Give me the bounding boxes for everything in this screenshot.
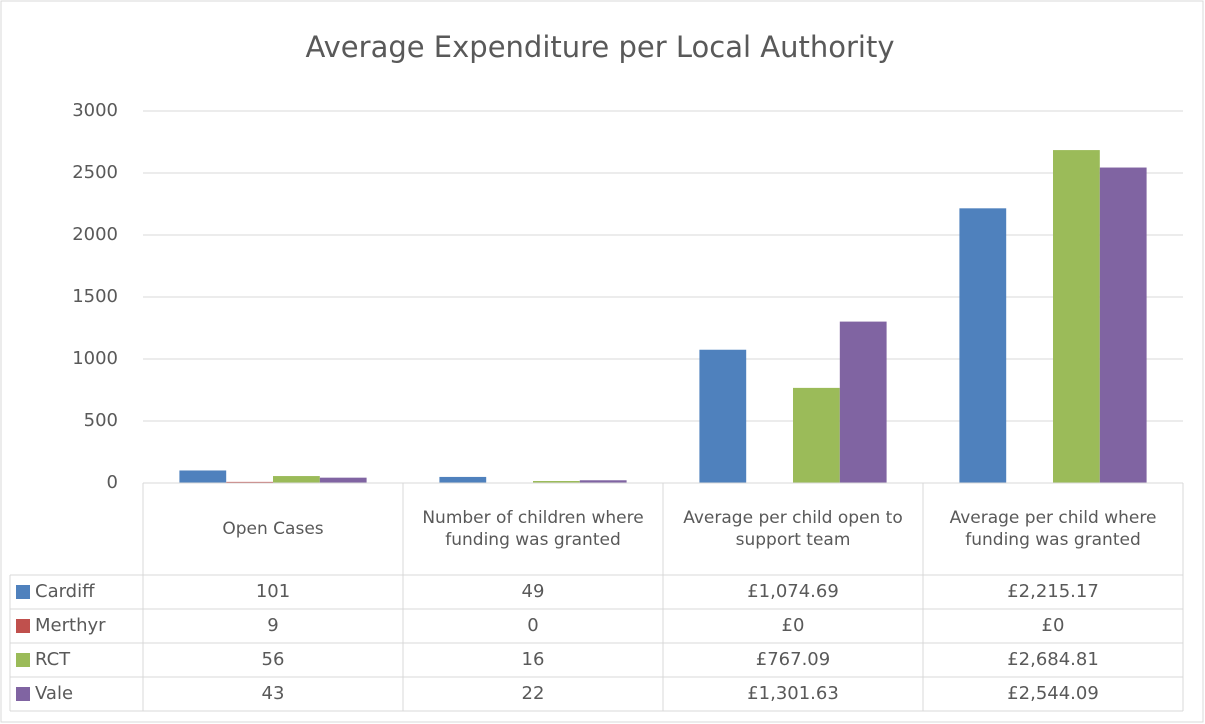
legend-label: Cardiff — [35, 581, 95, 602]
y-tick-label: 2000 — [72, 224, 118, 245]
legend-label: Vale — [35, 683, 73, 704]
table-value: £0 — [782, 615, 805, 636]
y-tick-label: 1500 — [72, 286, 118, 307]
x-tick-label: Number of children where funding was gra… — [422, 507, 644, 550]
bar — [273, 476, 320, 483]
y-tick-label: 0 — [107, 472, 118, 493]
bar — [1099, 167, 1147, 483]
table-value: 16 — [522, 649, 545, 670]
table-value: 49 — [522, 581, 545, 602]
table-value: £0 — [1042, 615, 1065, 636]
x-tick-label: Average per child open to support team — [683, 507, 903, 550]
y-tick-label: 2500 — [72, 162, 118, 183]
legend-label: Merthyr — [35, 615, 106, 636]
bar — [533, 481, 580, 483]
y-tick-label: 1000 — [72, 348, 118, 369]
table-value: 22 — [522, 683, 545, 704]
table-value: 0 — [527, 615, 538, 636]
table-value: £1,074.69 — [747, 581, 839, 602]
table-value: £767.09 — [756, 649, 830, 670]
bar — [793, 387, 840, 483]
x-tick-label-box: Average per child where funding was gran… — [949, 507, 1157, 550]
bar — [319, 477, 367, 483]
table-value: £2,215.17 — [1007, 581, 1099, 602]
table-value: 43 — [262, 683, 285, 704]
bar — [699, 349, 747, 483]
x-tick-label-box: Number of children where funding was gra… — [422, 507, 644, 550]
y-tick-label: 3000 — [72, 100, 118, 121]
table-value: £1,301.63 — [747, 683, 839, 704]
bar — [579, 480, 627, 483]
table-value: 101 — [256, 581, 290, 602]
table-value: £2,544.09 — [1007, 683, 1099, 704]
y-tick-label: 500 — [84, 410, 118, 431]
legend-key — [16, 619, 30, 633]
bar — [1053, 150, 1100, 483]
table-value: 56 — [262, 649, 285, 670]
legend-key — [16, 653, 30, 667]
x-tick-label-box: Average per child open to support team — [683, 507, 903, 550]
x-tick-label-box: Open Cases — [222, 518, 324, 539]
chart-title: Average Expenditure per Local Authority — [306, 30, 895, 64]
table-value: £2,684.81 — [1007, 649, 1099, 670]
bar — [839, 321, 887, 483]
x-tick-label: Average per child where funding was gran… — [949, 507, 1157, 550]
x-tick-label: Open Cases — [222, 518, 324, 539]
legend-label: RCT — [35, 649, 71, 670]
bar — [179, 470, 227, 483]
bar — [439, 476, 487, 483]
legend-key — [16, 687, 30, 701]
bar — [959, 208, 1007, 484]
legend-key — [16, 585, 30, 599]
table-value: 9 — [267, 615, 278, 636]
bar — [226, 481, 273, 483]
